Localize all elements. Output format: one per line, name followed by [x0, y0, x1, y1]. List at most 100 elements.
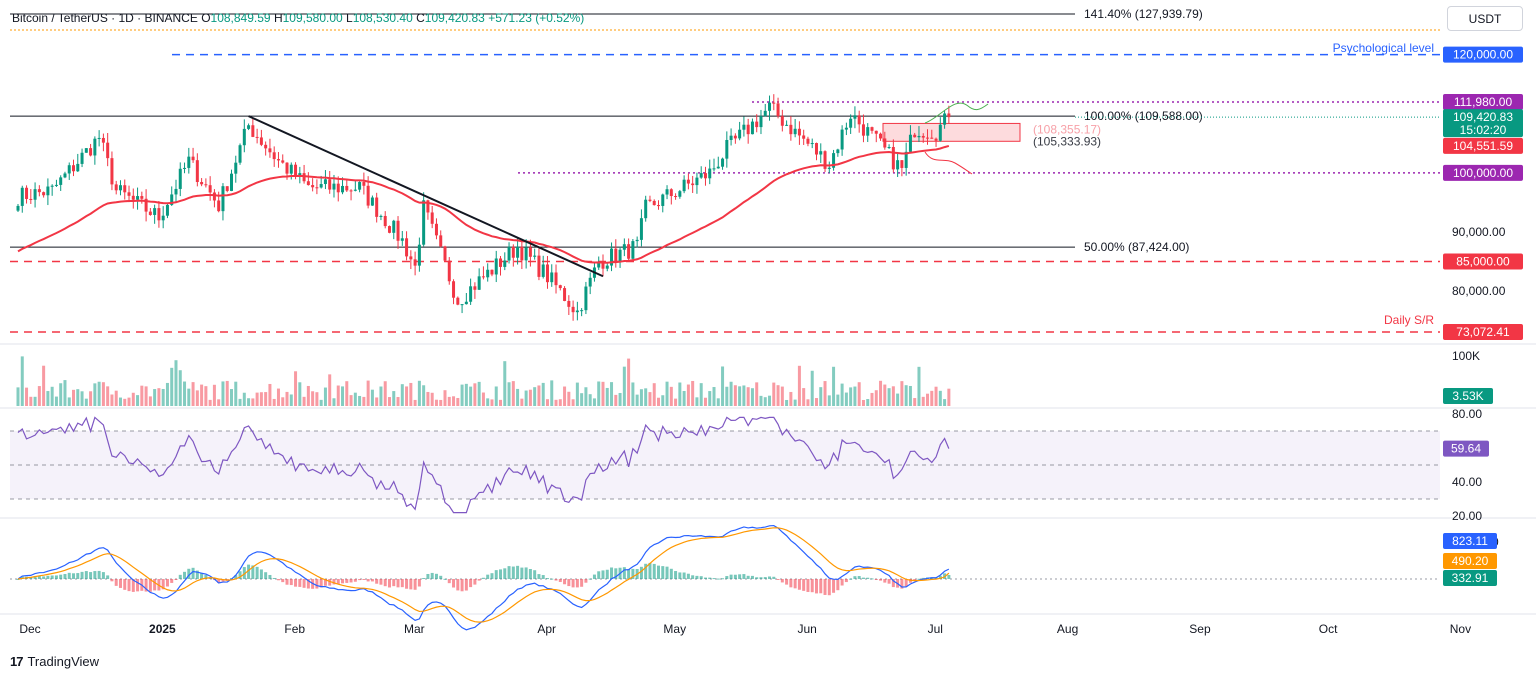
currency-button[interactable]: USDT — [1447, 6, 1523, 31]
candle-body — [725, 139, 729, 159]
volume-bar — [545, 399, 549, 406]
macd-hist-bar — [810, 579, 814, 593]
volume-bar — [785, 399, 789, 406]
candle-body — [840, 129, 844, 150]
macd-hist-bar — [434, 573, 438, 579]
macd-hist-bar — [545, 578, 549, 580]
macd-hist-bar — [648, 562, 652, 579]
candle-body — [768, 102, 772, 111]
volume-bar — [908, 385, 912, 406]
macd-hist-bar — [89, 572, 93, 579]
macd-hist-bar — [511, 566, 515, 579]
open-label: O — [201, 11, 211, 25]
candle-body — [716, 166, 720, 169]
fvg-bottom-label: (105,333.93) — [1033, 134, 1101, 148]
macd-tag — [1443, 533, 1497, 549]
macd-hist-bar — [191, 567, 195, 579]
macd-hist-bar — [452, 579, 456, 588]
candle-body — [336, 183, 340, 193]
candle-body — [460, 304, 464, 306]
price-tag-label: 120,000.00 — [1453, 48, 1513, 62]
macd-hist-bar — [575, 579, 579, 588]
volume-bar — [225, 380, 229, 406]
candle-body — [721, 158, 725, 167]
volume-bar — [789, 391, 793, 406]
macd-hist-bar — [204, 574, 208, 579]
candle-body — [33, 189, 37, 200]
candle-body — [507, 246, 511, 261]
candle-body — [567, 300, 571, 307]
macd-hist-bar — [195, 570, 199, 579]
candle-body — [900, 160, 904, 168]
downtrend-line — [248, 115, 604, 278]
volume-bar — [349, 395, 353, 406]
candle-body — [917, 135, 921, 138]
volume-bar — [780, 386, 784, 406]
macd-hist-bar — [584, 579, 588, 583]
volume-bar — [742, 385, 746, 406]
candle-body — [42, 192, 46, 196]
macd-hist-bar — [174, 579, 178, 580]
volume-bar — [110, 394, 114, 406]
candle-body — [776, 103, 780, 117]
macd-hist-bar — [789, 579, 793, 588]
volume-bar — [67, 397, 71, 406]
candle-body — [417, 244, 421, 266]
volume-bar — [797, 365, 801, 406]
volume-bar — [584, 387, 588, 406]
candle-body — [97, 137, 101, 139]
macd-hist-bar — [456, 579, 460, 591]
candle-body — [703, 173, 707, 179]
candle-body — [477, 276, 481, 290]
volume-bar — [806, 399, 810, 406]
tradingview-brand[interactable]: 17 TradingView — [10, 654, 99, 669]
volume-bar — [879, 380, 883, 406]
volume-bar — [191, 382, 195, 406]
volume-bar — [537, 385, 541, 406]
volume-bar — [46, 391, 50, 406]
candle-body — [400, 238, 404, 241]
volume-bar — [302, 396, 306, 406]
macd-hist-bar — [785, 579, 789, 585]
volume-bar — [695, 397, 699, 406]
volume-bar — [610, 382, 614, 406]
candle-body — [533, 255, 537, 257]
candle-body — [861, 124, 865, 136]
volume-bar — [183, 381, 187, 406]
volume-bar — [622, 366, 626, 406]
volume-bar — [644, 388, 648, 406]
volume-bar — [639, 389, 643, 406]
volume-bar — [460, 384, 464, 406]
candle-body — [780, 116, 784, 126]
price-tag — [1443, 94, 1523, 110]
macd-hist-bar — [268, 574, 272, 579]
candle-body — [161, 215, 165, 221]
macd-hist-bar — [187, 568, 191, 579]
candle-body — [827, 167, 831, 169]
macd-hist-bar — [460, 579, 464, 592]
volume-bar — [328, 374, 332, 406]
candle-body — [136, 196, 140, 200]
macd-hist-bar — [746, 575, 750, 579]
symbol-title[interactable]: Bitcoin / TetherUS · 1D · BINANCE — [12, 11, 198, 25]
macd-hist-bar — [298, 579, 302, 587]
candle-body — [499, 258, 503, 267]
volume-bar — [345, 381, 349, 406]
candle-body — [319, 184, 323, 188]
volume-bar — [652, 383, 656, 406]
macd-hist-bar — [477, 579, 481, 581]
volume-bar — [900, 381, 904, 406]
volume-bar — [140, 385, 144, 406]
volume-bar — [353, 392, 357, 406]
macd-hist-bar — [200, 573, 204, 579]
macd-hist-bar — [67, 572, 71, 579]
candle-body — [413, 259, 417, 266]
volume-bar — [336, 385, 340, 406]
volume-bar — [490, 399, 494, 406]
macd-hist-bar — [255, 566, 259, 579]
volume-bar — [486, 398, 490, 406]
candle-body — [644, 199, 648, 219]
candle-body — [601, 261, 605, 269]
candle-body — [370, 197, 374, 206]
